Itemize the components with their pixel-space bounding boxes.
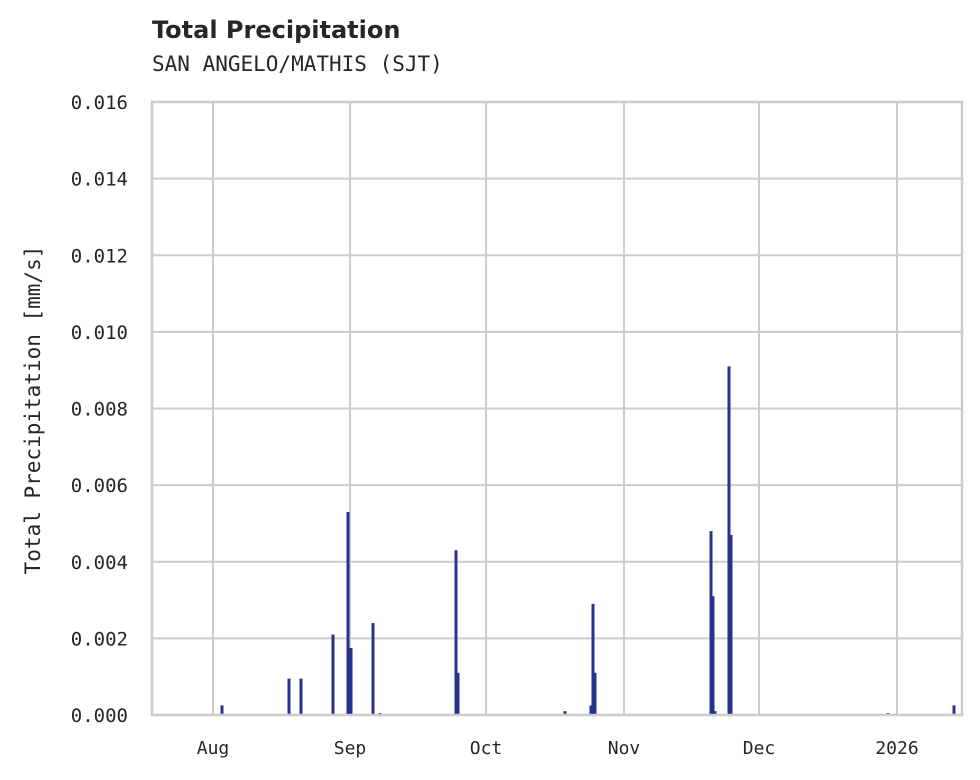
- chart-subtitle: SAN ANGELO/MATHIS (SJT): [152, 52, 443, 76]
- precipitation-bar: [709, 531, 713, 715]
- x-tick-label: Sep: [334, 738, 367, 759]
- y-tick-label: 0.008: [71, 399, 128, 421]
- y-tick-label: 0.004: [71, 552, 128, 574]
- precipitation-bar: [563, 711, 567, 715]
- precipitation-bar: [287, 678, 291, 715]
- x-tick-label: Dec: [743, 738, 776, 759]
- precipitation-bar: [952, 705, 956, 715]
- precipitation-bar: [371, 623, 375, 715]
- y-axis-ticks: 0.000 0.002 0.004 0.006 0.008 0.010 0.012 0.014…: [71, 92, 128, 727]
- x-tick-label: 2026: [875, 738, 918, 759]
- precipitation-bar: [349, 647, 353, 715]
- precipitation-bar: [346, 511, 350, 715]
- precipitation-bar: [591, 603, 595, 715]
- precipitation-bar: [220, 705, 224, 715]
- x-axis-ticks: Aug Sep Oct Nov Dec 2026: [197, 738, 919, 759]
- y-tick-label: 0.014: [71, 169, 128, 191]
- x-tick-label: Oct: [470, 738, 503, 759]
- precipitation-bar: [456, 672, 460, 715]
- chart-title: Total Precipitation: [152, 16, 401, 44]
- x-tick-label: Aug: [197, 738, 230, 759]
- precipitation-bar: [713, 711, 717, 715]
- grid-lines: [152, 101, 962, 716]
- y-tick-label: 0.016: [71, 92, 128, 114]
- y-tick-label: 0.012: [71, 245, 128, 267]
- precipitation-bar: [299, 678, 303, 715]
- y-axis-title: Total Precipitation [mm/s]: [21, 246, 45, 575]
- bar-series: [220, 366, 956, 715]
- precipitation-bar: [593, 672, 597, 715]
- plot-frame: [150, 100, 964, 717]
- y-tick-label: 0.002: [71, 628, 128, 650]
- precipitation-bar: [589, 705, 593, 715]
- precipitation-bar: [331, 634, 335, 715]
- precipitation-bar: [729, 534, 733, 715]
- precipitation-bar: [711, 596, 715, 715]
- y-tick-label: 0.010: [71, 322, 128, 344]
- y-tick-label: 0.006: [71, 475, 128, 497]
- x-tick-label: Nov: [608, 738, 641, 759]
- precipitation-bar: [727, 366, 731, 715]
- precipitation-bar: [454, 580, 458, 715]
- y-tick-label: 0.000: [71, 705, 128, 727]
